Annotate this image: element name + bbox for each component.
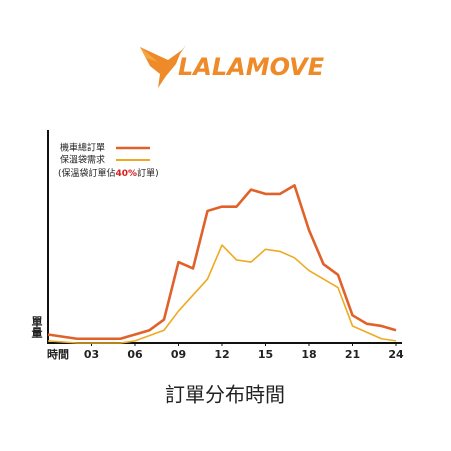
series-line xyxy=(47,244,397,344)
note-part: (保溫袋訂單佔 xyxy=(58,167,116,179)
logo-bird xyxy=(140,45,186,88)
legend-label: 機車總訂單 xyxy=(60,142,105,154)
x-tick-label: 06 xyxy=(127,348,143,361)
y-axis-label: 單量 xyxy=(30,316,43,338)
legend-note: (保溫袋訂單佔40%訂單) xyxy=(58,167,159,179)
x-tick-label: 15 xyxy=(258,348,273,361)
x-tick-label: 03 xyxy=(84,348,99,361)
chart-title: 訂單分布時間 xyxy=(165,383,285,407)
series-line xyxy=(47,184,397,341)
x-axis-label: 時間 xyxy=(47,347,69,361)
x-tick-label: 21 xyxy=(345,348,360,361)
x-tick-label: 09 xyxy=(171,348,186,361)
x-tick-label: 24 xyxy=(388,348,404,361)
note-part: 訂單) xyxy=(137,167,159,179)
x-tick-label: 12 xyxy=(214,348,229,361)
legend-label: 保溫袋需求 xyxy=(60,154,105,166)
note-highlight: 40% xyxy=(116,169,138,179)
x-tick-label: 18 xyxy=(301,348,316,361)
logo: LALAMOVE xyxy=(178,53,325,81)
